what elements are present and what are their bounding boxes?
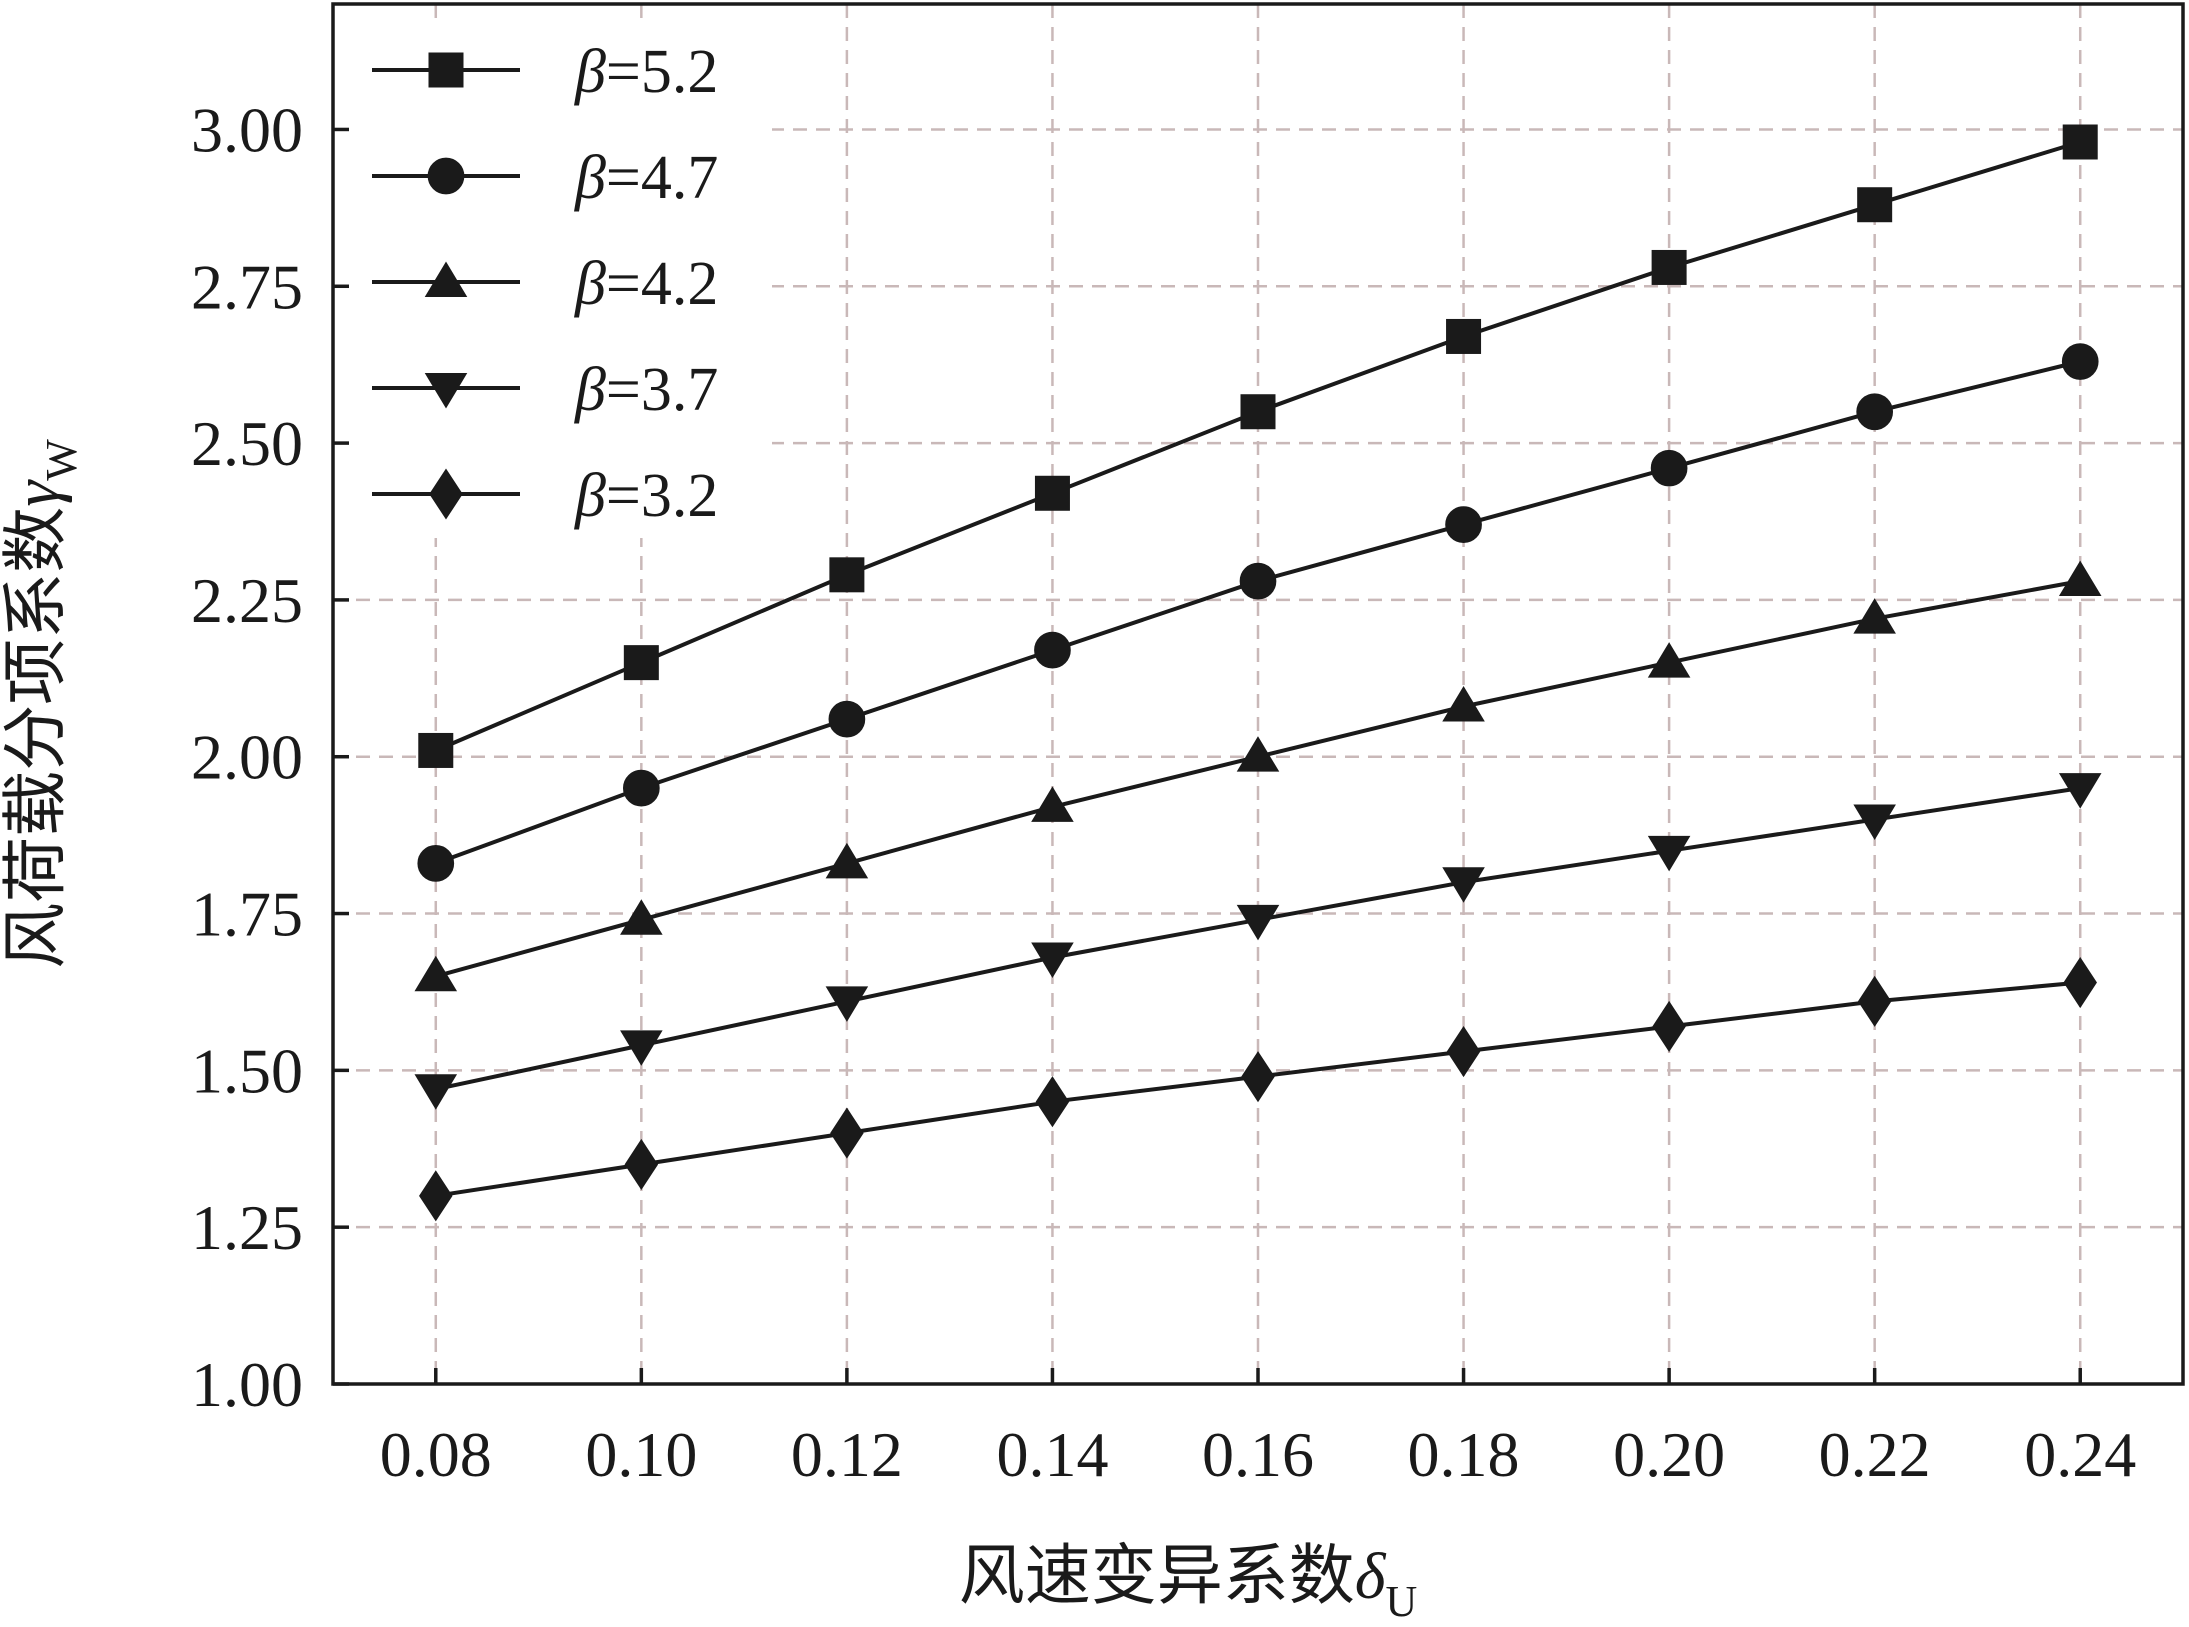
y-tick-label-0: 1.00 (191, 1349, 303, 1420)
data-point-2-5 (1442, 686, 1485, 722)
legend-background (352, 18, 772, 538)
legend-label-2: β=4.2 (574, 250, 718, 318)
data-point-0-1 (623, 645, 659, 681)
data-point-2-0 (414, 955, 458, 992)
data-point-2-3 (1031, 786, 1074, 822)
data-point-0-6 (1651, 249, 1687, 285)
y-axis-title-symbol: γ (0, 479, 73, 507)
data-point-1-6 (1650, 449, 1688, 487)
legend-label-0: β=5.2 (574, 38, 718, 106)
data-point-0-0 (418, 732, 454, 768)
data-point-3-7 (1853, 804, 1896, 840)
data-point-1-5 (1445, 506, 1482, 543)
data-point-4-1 (624, 1138, 659, 1191)
x-tick-label-5: 0.18 (1408, 1419, 1520, 1490)
data-point-0-5 (1446, 318, 1482, 354)
y-axis-title-subscript: W (37, 439, 86, 481)
data-point-3-6 (1647, 835, 1691, 872)
data-point-4-4 (1241, 1051, 1275, 1103)
series-2 (414, 560, 2102, 992)
y-tick-label-7: 2.75 (191, 251, 303, 322)
x-tick-label-3: 0.14 (996, 1419, 1108, 1490)
y-tick-label-4: 2.00 (191, 722, 303, 793)
data-point-3-0 (414, 1074, 458, 1110)
data-point-1-7 (1856, 393, 1894, 431)
y-tick-label-2: 1.50 (191, 1035, 303, 1106)
series-3 (414, 773, 2102, 1110)
data-point-1-8 (2061, 343, 2099, 380)
data-point-1-2 (828, 700, 866, 738)
data-point-0-7 (1857, 187, 1893, 223)
y-tick-label-6: 2.50 (191, 408, 303, 479)
data-point-4-5 (1446, 1025, 1481, 1078)
x-axis-title-main: 风速变异系数 (959, 1540, 1355, 1613)
data-point-3-8 (2058, 773, 2102, 809)
legend-marker-1 (427, 157, 465, 195)
data-point-1-1 (622, 769, 660, 807)
tick-labels: 0.08 0.10 0.12 0.14 0.16 0.18 0.20 0.22 0.24 1.00… (191, 94, 2136, 1490)
y-tick-label-1: 1.25 (191, 1192, 303, 1263)
data-point-1-0 (417, 845, 455, 882)
data-point-3-3 (1031, 942, 1074, 978)
x-tick-label-7: 0.22 (1819, 1419, 1931, 1490)
y-tick-label-5: 2.25 (191, 565, 303, 636)
data-point-4-0 (419, 1170, 453, 1222)
y-axis-title-main: 风荷载分项系数 (0, 507, 73, 969)
y-tick-label-8: 3.00 (191, 94, 303, 165)
legend-marker-0 (428, 52, 464, 88)
data-point-3-2 (825, 986, 869, 1022)
data-point-3-4 (1236, 904, 1280, 941)
data-point-3-1 (620, 1030, 663, 1066)
legend-marker-4 (429, 468, 463, 520)
data-point-1-4 (1239, 562, 1277, 600)
x-axis-title-subscript: U (1385, 1577, 1417, 1622)
axes (331, 2, 2185, 1386)
data-point-0-8 (2062, 124, 2098, 160)
x-axis-title: 风速变异系数δU (959, 1540, 1417, 1622)
x-axis-title-symbol: δ (1355, 1540, 1387, 1613)
x-tick-label-8: 0.24 (2024, 1419, 2136, 1490)
data-point-0-2 (829, 557, 865, 593)
data-point-0-3 (1034, 475, 1070, 511)
data-point-4-8 (2063, 956, 2097, 1009)
series-1 (417, 343, 2099, 882)
x-tick-label-1: 0.10 (585, 1419, 697, 1490)
legend-label-3: β=3.7 (574, 356, 718, 424)
x-tick-label-0: 0.08 (380, 1419, 492, 1490)
legend-marker-3 (424, 373, 468, 409)
legend-entry-3: β=3.7 (372, 356, 718, 424)
legend-label-4: β=3.2 (574, 462, 718, 530)
legend-entry-1: β=4.7 (372, 144, 718, 212)
data-point-2-4 (1236, 736, 1280, 772)
data-point-4-3 (1035, 1076, 1070, 1128)
legend-entry-4: β=3.2 (372, 462, 718, 530)
data-point-4-7 (1857, 975, 1892, 1027)
data-point-4-2 (830, 1107, 864, 1159)
data-point-2-7 (1853, 598, 1896, 634)
legend-entry-0: β=5.2 (372, 38, 718, 106)
legend: β=5.2 β=4.7 β=4.2 β=3.7 β=3.2 (352, 18, 772, 538)
data-point-2-1 (620, 899, 663, 935)
series-group (414, 124, 2102, 1222)
data-point-2-6 (1647, 642, 1691, 678)
series-4 (419, 956, 2097, 1222)
x-tick-label-2: 0.12 (791, 1419, 903, 1490)
legend-marker-2 (424, 261, 468, 297)
data-point-2-8 (2058, 560, 2102, 597)
data-point-0-4 (1240, 394, 1276, 430)
data-point-3-5 (1442, 867, 1485, 903)
data-point-2-2 (825, 842, 869, 879)
series-0 (418, 124, 2098, 768)
y-tick-label-3: 1.75 (191, 879, 303, 950)
x-tick-label-4: 0.16 (1202, 1419, 1314, 1490)
x-tick-label-6: 0.20 (1613, 1419, 1725, 1490)
y-axis-title: 风荷载分项系数γW (0, 439, 86, 969)
data-point-1-3 (1034, 631, 1071, 669)
data-point-4-6 (1652, 1000, 1686, 1053)
legend-entry-2: β=4.2 (372, 250, 718, 318)
legend-label-1: β=4.7 (574, 144, 718, 212)
